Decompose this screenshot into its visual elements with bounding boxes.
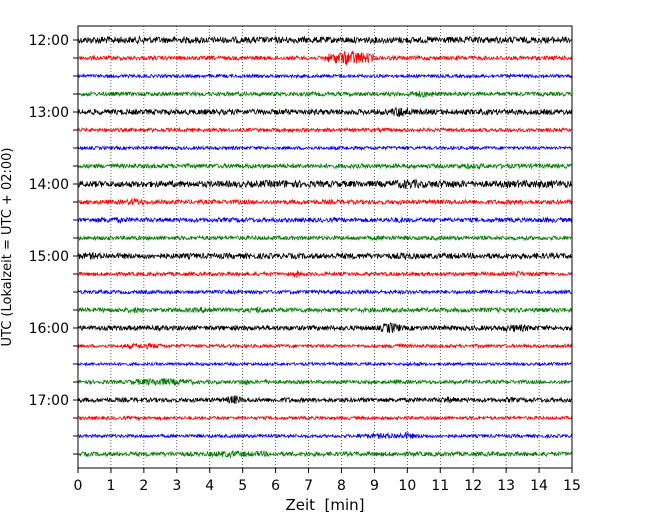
- trace-1615: [77, 342, 573, 350]
- trace-1745: [77, 449, 573, 459]
- trace-1400: [77, 178, 573, 190]
- trace-1230: [77, 72, 573, 80]
- y-tick-label: 14:00: [29, 177, 69, 193]
- trace-1600: [77, 322, 573, 334]
- y-tick-label: 13:00: [29, 105, 69, 121]
- trace-1445: [77, 234, 573, 242]
- x-tick-label: 3: [172, 478, 181, 494]
- x-axis-label: Zeit [min]: [285, 496, 364, 514]
- grid-lines: [110, 26, 540, 468]
- trace-1415: [77, 197, 573, 206]
- x-tick-label: 9: [370, 478, 379, 494]
- x-tick-label: 7: [304, 478, 313, 494]
- trace-1330: [77, 144, 573, 152]
- trace-1345: [77, 162, 573, 170]
- trace-1715: [77, 414, 573, 422]
- x-tick-label: 12: [464, 478, 482, 494]
- x-tick-label: 1: [106, 478, 115, 494]
- x-tick-label: 10: [398, 478, 416, 494]
- trace-1215: [77, 49, 573, 66]
- x-tick-label: 4: [205, 478, 214, 494]
- y-tick-label: 16:00: [29, 321, 69, 337]
- plot-frame: [77, 25, 573, 469]
- y-axis-ticks: 12:00 13:00 14:00 15:00 16:00 17:00: [29, 33, 78, 455]
- x-tick-label: 15: [563, 478, 581, 494]
- y-axis-label: UTC (Lokalzeit = UTC + 02:00): [0, 148, 15, 347]
- trace-1645: [77, 377, 573, 387]
- x-tick-label: 11: [431, 478, 449, 494]
- trace-1700: [77, 395, 573, 404]
- seismogram-traces: [77, 35, 573, 459]
- x-tick-label: 14: [530, 478, 548, 494]
- trace-1630: [77, 361, 573, 367]
- x-tick-label: 13: [497, 478, 515, 494]
- y-tick-label: 15:00: [29, 249, 69, 265]
- x-tick-label: 2: [139, 478, 148, 494]
- trace-1315: [77, 126, 573, 134]
- trace-1200: [77, 35, 573, 45]
- trace-1300: [77, 106, 573, 117]
- x-tick-label: 6: [271, 478, 280, 494]
- trace-1730: [77, 431, 573, 440]
- trace-1545: [77, 306, 573, 314]
- x-axis-ticks: 0 1 2 3 4 5 6 7 8 9 10 11 12 13 14 15: [74, 468, 581, 494]
- trace-1500: [77, 251, 573, 261]
- trace-1530: [77, 288, 573, 296]
- trace-1430: [77, 216, 573, 224]
- y-tick-label: 12:00: [29, 33, 69, 49]
- trace-1245: [77, 90, 573, 99]
- x-tick-label: 5: [238, 478, 247, 494]
- x-tick-label: 8: [337, 478, 346, 494]
- trace-1515: [77, 270, 573, 278]
- x-tick-label: 0: [74, 478, 83, 494]
- y-tick-label: 17:00: [29, 393, 69, 409]
